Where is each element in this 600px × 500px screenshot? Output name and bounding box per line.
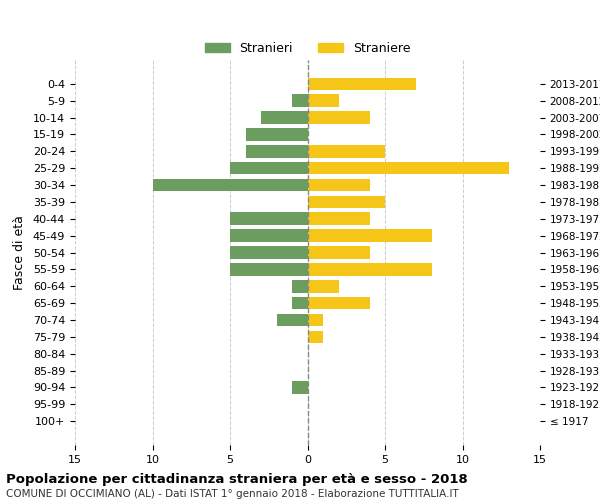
- Bar: [230, 246, 308, 259]
- Bar: [308, 330, 323, 343]
- Bar: [308, 145, 385, 158]
- Bar: [292, 94, 308, 107]
- Bar: [308, 297, 370, 310]
- Bar: [308, 212, 370, 225]
- Bar: [245, 145, 308, 158]
- Bar: [277, 314, 308, 326]
- Legend: Stranieri, Straniere: Stranieri, Straniere: [198, 36, 417, 61]
- Bar: [261, 111, 308, 124]
- Bar: [245, 128, 308, 141]
- Bar: [308, 94, 338, 107]
- Y-axis label: Fasce di età: Fasce di età: [13, 215, 26, 290]
- Bar: [308, 230, 431, 242]
- Bar: [230, 230, 308, 242]
- Bar: [308, 246, 370, 259]
- Bar: [230, 263, 308, 276]
- Bar: [230, 162, 308, 174]
- Bar: [308, 196, 385, 208]
- Bar: [308, 162, 509, 174]
- Bar: [308, 280, 338, 292]
- Bar: [308, 314, 323, 326]
- Bar: [292, 297, 308, 310]
- Bar: [292, 280, 308, 292]
- Text: Popolazione per cittadinanza straniera per età e sesso - 2018: Popolazione per cittadinanza straniera p…: [6, 472, 468, 486]
- Bar: [152, 178, 308, 192]
- Bar: [292, 381, 308, 394]
- Bar: [308, 263, 431, 276]
- Bar: [308, 78, 416, 90]
- Bar: [308, 111, 370, 124]
- Text: COMUNE DI OCCIMIANO (AL) - Dati ISTAT 1° gennaio 2018 - Elaborazione TUTTITALIA.: COMUNE DI OCCIMIANO (AL) - Dati ISTAT 1°…: [6, 489, 459, 499]
- Bar: [230, 212, 308, 225]
- Bar: [308, 178, 370, 192]
